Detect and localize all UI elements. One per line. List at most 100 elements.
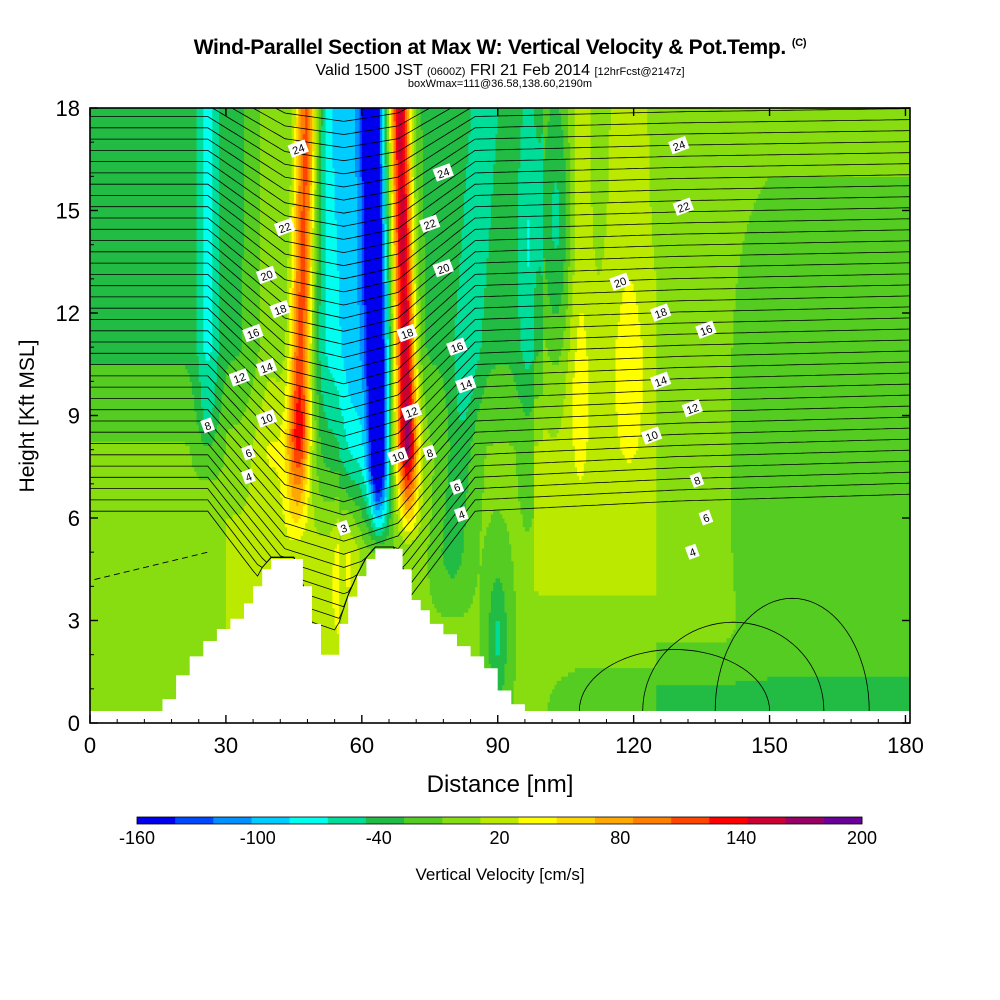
velocity-cell: [409, 214, 413, 220]
velocity-cell: [534, 475, 580, 481]
velocity-cell: [300, 240, 306, 246]
velocity-cell: [413, 295, 417, 301]
velocity-cell: [404, 287, 408, 293]
velocity-cell: [366, 441, 370, 446]
velocity-cell: [735, 624, 910, 630]
velocity-cell: [413, 261, 417, 267]
velocity-cell: [404, 176, 408, 182]
velocity-cell: [90, 210, 198, 216]
velocity-cell: [223, 453, 252, 459]
velocity-cell: [398, 304, 401, 310]
velocity-cell: [758, 193, 910, 199]
velocity-cell: [341, 342, 361, 348]
velocity-cell: [357, 214, 363, 220]
velocity-cell: [513, 560, 535, 566]
velocity-cell: [404, 492, 413, 498]
velocity-cell: [425, 334, 456, 340]
velocity-cell: [300, 261, 306, 267]
velocity-cell: [375, 530, 383, 536]
velocity-cell: [515, 458, 535, 464]
velocity-cell: [391, 308, 395, 314]
velocity-cell: [339, 509, 343, 515]
velocity-cell: [534, 364, 544, 370]
velocity-cell: [346, 436, 363, 442]
velocity-cell: [309, 300, 313, 306]
velocity-cell: [620, 317, 639, 323]
velocity-cell: [572, 407, 589, 412]
velocity-cell: [366, 411, 370, 417]
velocity-cell: [312, 325, 315, 331]
velocity-cell: [90, 231, 198, 237]
velocity-cell: [586, 342, 617, 348]
velocity-cell: [479, 654, 490, 660]
velocity-cell: [309, 193, 313, 199]
velocity-cell: [520, 330, 535, 335]
velocity-cell: [309, 197, 313, 203]
velocity-cell: [370, 488, 374, 493]
velocity-cell: [318, 351, 327, 357]
velocity-cell: [407, 518, 410, 523]
velocity-cell: [409, 257, 413, 263]
velocity-cell: [300, 287, 306, 293]
velocity-cell: [432, 599, 474, 604]
velocity-cell: [309, 189, 313, 194]
velocity-cell: [393, 172, 397, 177]
velocity-cell: [413, 351, 417, 357]
velocity-cell: [314, 317, 318, 323]
velocity-cell: [733, 569, 910, 575]
velocity-cell: [357, 522, 367, 528]
velocity-cell: [384, 441, 388, 446]
velocity-cell: [339, 590, 361, 596]
velocity-cell: [364, 266, 383, 271]
velocity-cell: [241, 321, 261, 327]
velocity-cell: [420, 347, 429, 353]
velocity-cell: [407, 283, 410, 288]
velocity-cell: [513, 701, 549, 707]
velocity-cell: [443, 381, 458, 387]
velocity-cell: [423, 227, 463, 233]
velocity-cell: [352, 535, 363, 540]
velocity-cell: [640, 330, 657, 335]
velocity-cell: [352, 402, 365, 408]
velocity-cell: [332, 573, 340, 579]
velocity-cell: [420, 475, 424, 481]
velocity-cell: [284, 385, 290, 391]
velocity-cell: [504, 607, 517, 613]
velocity-cell: [90, 543, 227, 549]
velocity-cell: [461, 240, 490, 246]
velocity-cell: [287, 368, 290, 374]
velocity-cell: [592, 210, 608, 216]
velocity-cell: [545, 266, 564, 271]
velocity-cell: [314, 351, 318, 357]
velocity-cell: [656, 330, 734, 335]
velocity-cell: [293, 355, 297, 361]
velocity-cell: [656, 518, 732, 523]
velocity-cell: [418, 479, 422, 485]
velocity-cell: [359, 351, 365, 357]
velocity-cell: [293, 295, 297, 301]
velocity-cell: [463, 223, 492, 229]
velocity-cell: [350, 577, 361, 583]
velocity-cell: [296, 342, 299, 348]
velocity-cell: [321, 231, 327, 237]
velocity-cell: [214, 394, 222, 399]
velocity-cell: [486, 381, 517, 387]
velocity-cell: [259, 295, 288, 301]
velocity-cell: [543, 167, 567, 173]
velocity-cell: [386, 321, 390, 327]
velocity-cell: [651, 231, 746, 237]
velocity-cell: [543, 253, 567, 259]
velocity-cell: [291, 351, 295, 357]
velocity-cell: [733, 586, 910, 592]
velocity-cell: [423, 219, 465, 224]
velocity-cell: [201, 432, 216, 438]
velocity-cell: [386, 518, 390, 523]
velocity-cell: [416, 471, 420, 476]
velocity-cell: [90, 663, 227, 669]
velocity-cell: [481, 518, 492, 523]
velocity-cell: [416, 518, 422, 523]
velocity-cell: [389, 445, 392, 451]
velocity-cell: [402, 377, 410, 382]
velocity-cell: [289, 505, 304, 511]
velocity-cell: [416, 321, 420, 327]
